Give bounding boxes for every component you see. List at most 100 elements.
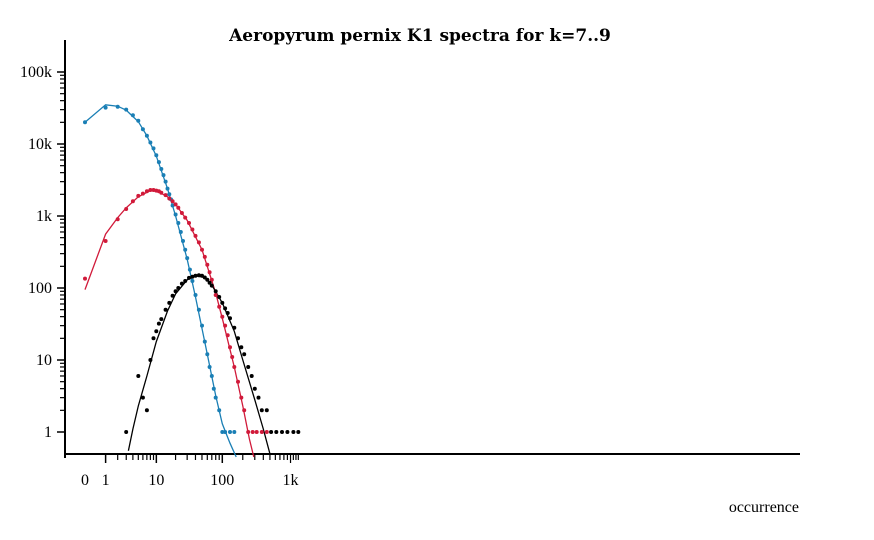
point-s0-40: [232, 430, 237, 434]
y-tick-label-1: 10: [36, 352, 52, 369]
point-s2-14: [179, 281, 184, 286]
point-s1-29: [213, 293, 218, 297]
point-s2-37: [252, 386, 257, 391]
point-s0-2: [115, 104, 120, 109]
point-s1-4: [130, 199, 135, 204]
point-s0-3: [124, 107, 129, 112]
point-s1-40: [246, 430, 251, 434]
point-s1-35: [230, 355, 235, 359]
point-s0-39: [228, 430, 232, 434]
point-s2-22: [205, 277, 210, 282]
point-s1-23: [196, 240, 201, 245]
point-s0-13: [161, 173, 166, 178]
fit-curve-1: [84, 189, 255, 458]
point-s2-11: [170, 293, 175, 298]
point-s2-27: [220, 300, 225, 305]
point-s0-11: [156, 160, 161, 165]
point-s1-19: [183, 215, 188, 220]
axes: [64, 40, 800, 458]
point-s2-46: [296, 430, 301, 434]
y-tick-label-4: 10k: [28, 136, 52, 153]
point-s1-33: [225, 333, 230, 338]
point-s2-40: [264, 408, 269, 413]
point-s0-31: [205, 352, 210, 357]
point-s2-5: [151, 336, 156, 341]
point-s2-13: [176, 286, 181, 290]
data-points: [83, 104, 301, 434]
point-s0-36: [217, 408, 222, 413]
point-s2-26: [217, 295, 222, 299]
point-s1-20: [187, 221, 191, 225]
x-tick-label-3: 100: [210, 472, 234, 489]
point-s2-23: [207, 280, 212, 285]
point-s0-8: [148, 140, 153, 145]
point-s0-7: [144, 133, 149, 138]
point-s0-34: [211, 386, 216, 391]
point-s2-36: [249, 374, 254, 378]
point-s1-2: [115, 217, 120, 222]
point-s1-44: [264, 430, 269, 434]
point-s0-0: [83, 120, 87, 125]
point-s1-14: [167, 196, 172, 201]
point-s0-33: [209, 374, 214, 378]
point-s0-25: [187, 267, 192, 272]
point-s0-9: [151, 146, 156, 151]
point-s2-29: [225, 311, 230, 315]
point-s0-16: [167, 192, 172, 197]
point-s0-12: [159, 167, 164, 171]
point-s2-41: [269, 430, 274, 434]
point-s1-6: [140, 191, 145, 196]
y-ticks: 1 10 100 1k 10k 100k: [20, 64, 65, 441]
point-s2-16: [187, 275, 191, 280]
point-s1-17: [176, 205, 181, 210]
point-s2-43: [280, 430, 284, 434]
point-s2-4: [148, 358, 153, 362]
x-tick-label-2: 10: [148, 472, 164, 489]
point-s1-26: [205, 262, 210, 267]
point-s2-19: [196, 273, 201, 278]
point-s1-36: [232, 365, 237, 369]
point-s0-22: [181, 239, 185, 243]
point-s0-35: [213, 395, 218, 400]
point-s2-8: [159, 317, 164, 322]
point-s1-43: [259, 430, 264, 434]
x-axis-label: occurrence: [729, 499, 799, 516]
point-s2-0: [124, 430, 129, 434]
point-s2-30: [228, 316, 232, 321]
point-s1-27: [207, 270, 212, 275]
point-s1-5: [136, 193, 141, 198]
fit-curves: [84, 104, 271, 458]
point-s1-3: [124, 207, 129, 211]
point-s2-28: [223, 306, 228, 311]
point-s2-34: [242, 352, 247, 357]
chart-title: Aeropyrum pernix K1 spectra for k=7..9: [228, 26, 611, 46]
point-s2-24: [209, 283, 214, 288]
point-s2-39: [259, 408, 264, 413]
point-s0-27: [193, 293, 198, 297]
point-s0-30: [202, 339, 207, 344]
point-s1-42: [254, 430, 259, 434]
point-s2-2: [140, 395, 145, 400]
point-s0-4: [130, 113, 135, 118]
point-s0-18: [170, 203, 175, 208]
x-tick-label-1: 1: [102, 472, 110, 489]
point-s2-17: [190, 274, 195, 279]
point-s1-15: [170, 199, 175, 204]
point-s0-6: [140, 127, 145, 132]
point-s2-18: [193, 273, 198, 278]
point-s1-38: [239, 395, 244, 400]
point-s2-32: [236, 336, 240, 341]
point-s2-7: [156, 321, 161, 326]
x-tick-label-0: 0: [81, 472, 89, 489]
point-s2-12: [173, 289, 178, 294]
point-s1-41: [250, 430, 255, 434]
point-s0-10: [154, 153, 159, 158]
point-s1-37: [236, 379, 240, 384]
point-s0-15: [165, 186, 170, 191]
point-s1-30: [217, 304, 222, 309]
point-s0-29: [200, 323, 204, 328]
y-tick-label-2: 100: [28, 280, 52, 297]
y-tick-label-0: 1: [44, 424, 52, 441]
point-s1-31: [220, 314, 225, 319]
y-tick-label-3: 1k: [36, 208, 52, 225]
